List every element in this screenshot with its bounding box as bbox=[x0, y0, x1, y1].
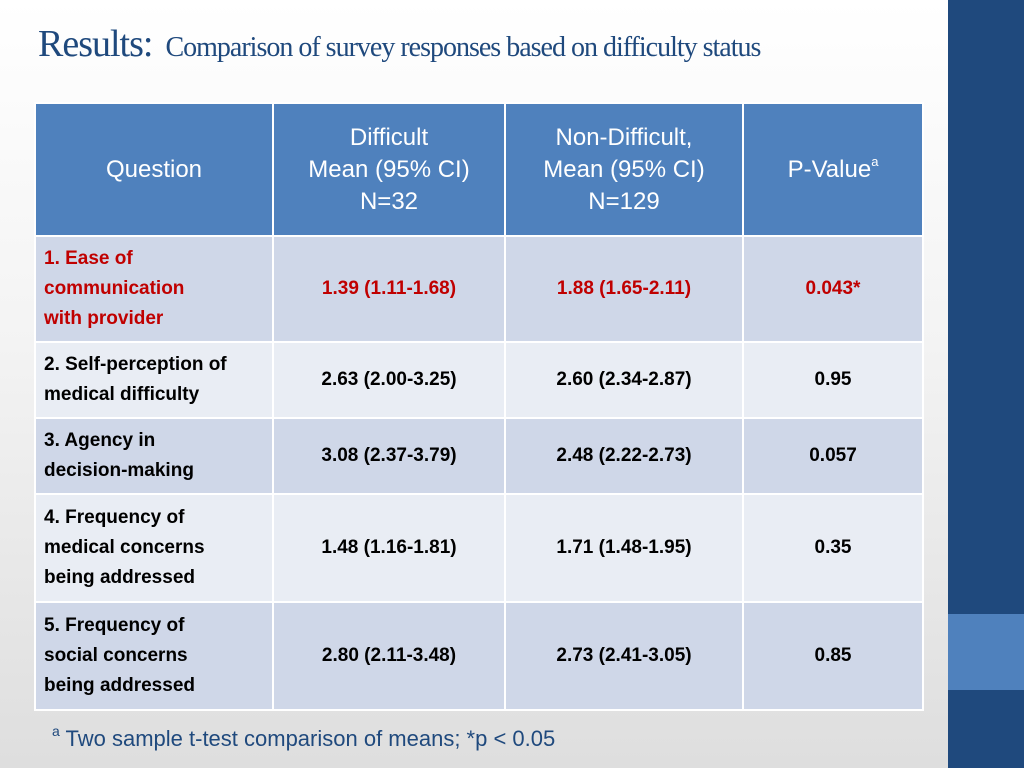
cell-p-value: 0.043* bbox=[742, 235, 924, 343]
slide-title: Results: Comparison of survey responses … bbox=[38, 22, 938, 66]
cell-p-value: 0.057 bbox=[742, 417, 924, 495]
table-row: 2. Self-perception of medical difficulty… bbox=[34, 341, 924, 419]
table-row: 5. Frequency of social concerns being ad… bbox=[34, 601, 924, 711]
sidebar-accent-block bbox=[948, 614, 1024, 690]
cell-question: 2. Self-perception of medical difficulty bbox=[34, 341, 274, 419]
header-p-value: P-Valuea bbox=[742, 102, 924, 237]
cell-question: 5. Frequency of social concerns being ad… bbox=[34, 601, 274, 711]
cell-difficult: 2.80 (2.11-3.48) bbox=[272, 601, 506, 711]
footnote-superscript: a bbox=[52, 722, 60, 739]
header-difficult: Difficult Mean (95% CI) N=32 bbox=[272, 102, 506, 237]
cell-difficult: 3.08 (2.37-3.79) bbox=[272, 417, 506, 495]
sidebar-decoration bbox=[948, 0, 1024, 768]
cell-non-difficult: 1.88 (1.65-2.11) bbox=[504, 235, 744, 343]
cell-p-value: 0.95 bbox=[742, 341, 924, 419]
table-row: 3. Agency in decision-making 3.08 (2.37-… bbox=[34, 417, 924, 495]
cell-non-difficult: 2.73 (2.41-3.05) bbox=[504, 601, 744, 711]
table-row: 1. Ease of communication with provider 1… bbox=[34, 235, 924, 343]
cell-p-value: 0.35 bbox=[742, 493, 924, 603]
cell-question: 3. Agency in decision-making bbox=[34, 417, 274, 495]
cell-difficult: 2.63 (2.00-3.25) bbox=[272, 341, 506, 419]
cell-difficult: 1.48 (1.16-1.81) bbox=[272, 493, 506, 603]
table-header-row: Question Difficult Mean (95% CI) N=32 No… bbox=[34, 102, 924, 237]
cell-non-difficult: 1.71 (1.48-1.95) bbox=[504, 493, 744, 603]
cell-question: 1. Ease of communication with provider bbox=[34, 235, 274, 343]
results-table: Question Difficult Mean (95% CI) N=32 No… bbox=[34, 102, 924, 711]
cell-p-value: 0.85 bbox=[742, 601, 924, 711]
header-question: Question bbox=[34, 102, 274, 237]
header-non-difficult: Non-Difficult, Mean (95% CI) N=129 bbox=[504, 102, 744, 237]
cell-difficult: 1.39 (1.11-1.68) bbox=[272, 235, 506, 343]
superscript-a: a bbox=[871, 153, 879, 169]
cell-question: 4. Frequency of medical concerns being a… bbox=[34, 493, 274, 603]
cell-non-difficult: 2.48 (2.22-2.73) bbox=[504, 417, 744, 495]
cell-non-difficult: 2.60 (2.34-2.87) bbox=[504, 341, 744, 419]
footnote: a Two sample t-test comparison of means;… bbox=[52, 722, 556, 752]
footnote-text: Two sample t-test comparison of means; *… bbox=[59, 726, 556, 751]
title-main: Results: bbox=[38, 23, 153, 65]
title-subtitle: Comparison of survey responses based on … bbox=[165, 32, 761, 63]
table-row: 4. Frequency of medical concerns being a… bbox=[34, 493, 924, 603]
